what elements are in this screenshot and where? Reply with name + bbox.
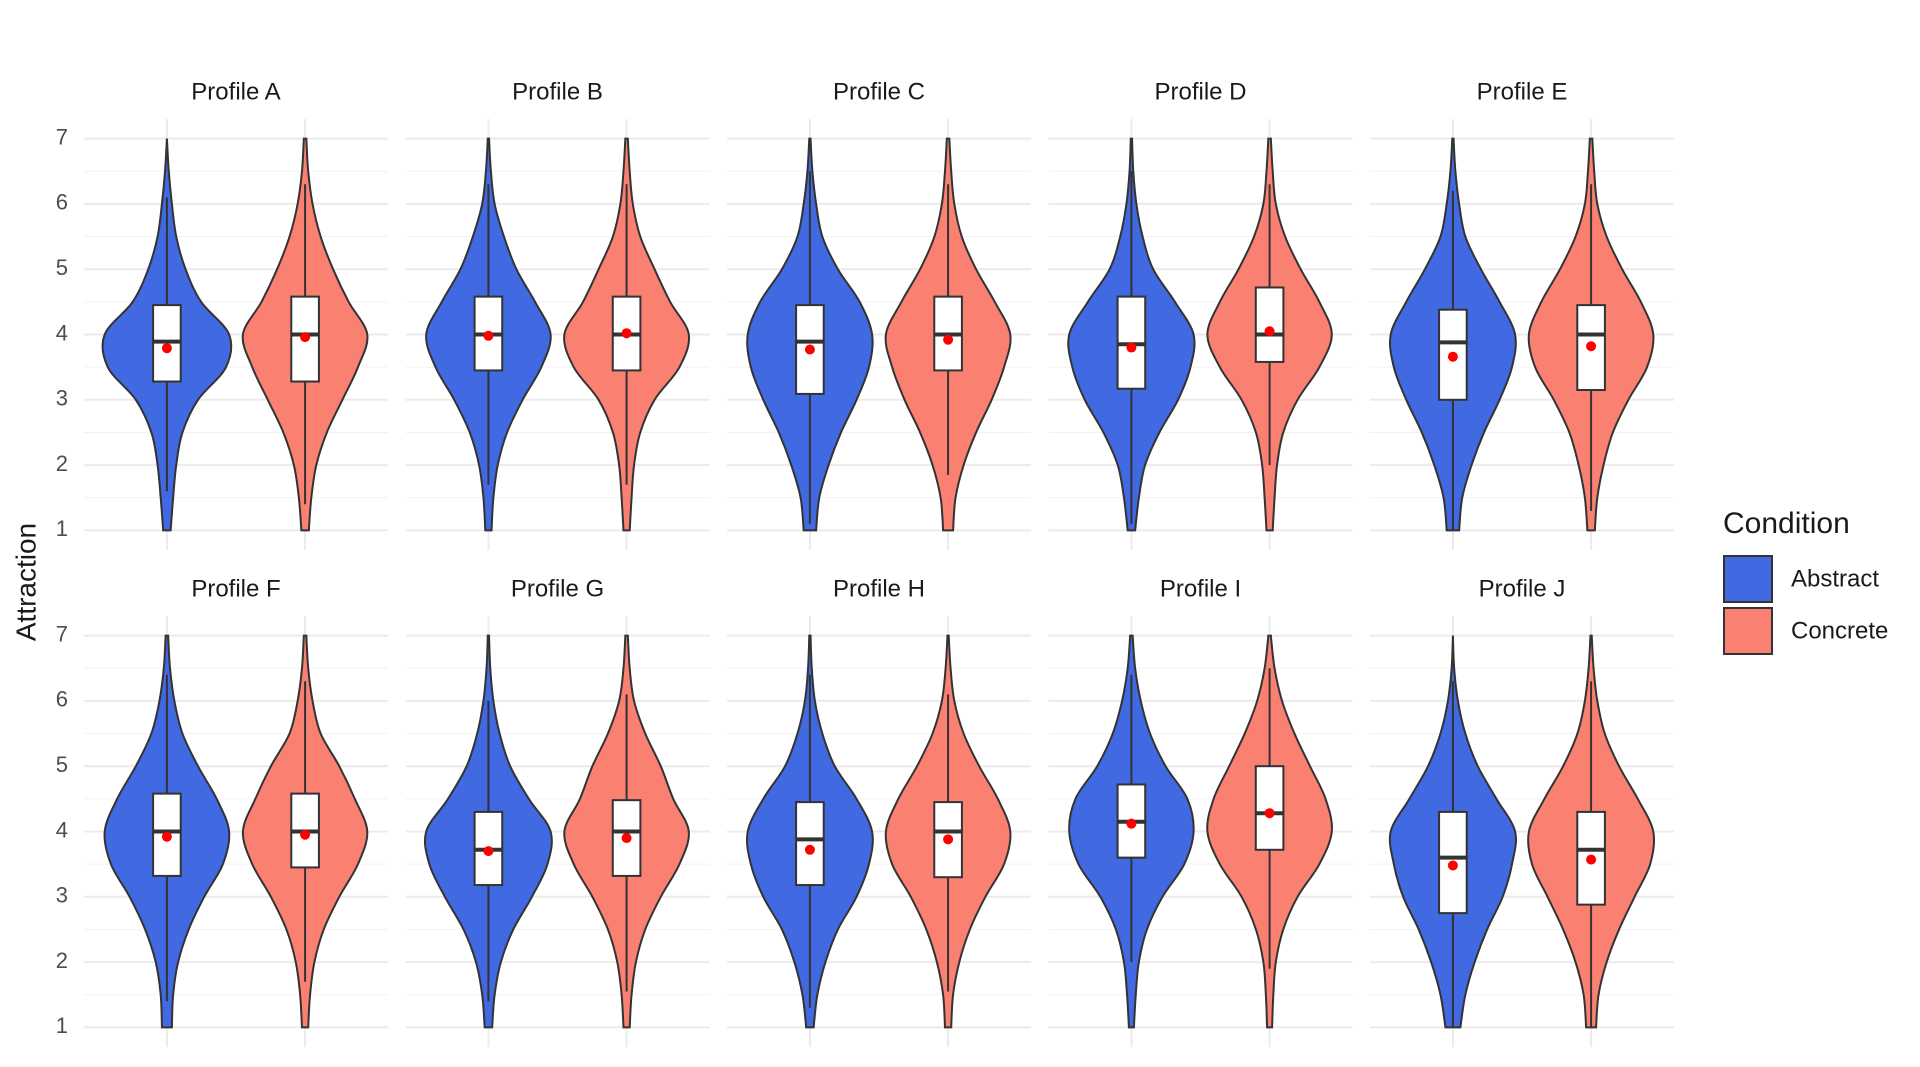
box — [1254, 765, 1285, 851]
y-tick-label: 6 — [56, 190, 68, 215]
facet-title: Profile B — [512, 78, 603, 105]
mean-point — [161, 343, 172, 354]
mean-point — [943, 834, 954, 845]
mean-point — [1447, 351, 1458, 362]
y-tick-label: 4 — [56, 817, 68, 842]
mean-point — [1126, 342, 1137, 353]
facet-title: Profile I — [1160, 575, 1241, 602]
mean-point — [161, 831, 172, 842]
y-tick-label: 7 — [56, 124, 68, 149]
y-tick-label: 6 — [56, 687, 68, 712]
box — [795, 801, 825, 887]
mean-point — [1447, 860, 1458, 871]
mean-point — [621, 833, 632, 844]
facet-title: Profile F — [191, 575, 280, 602]
box — [1254, 286, 1285, 363]
y-tick-label: 7 — [56, 621, 68, 646]
box — [152, 792, 182, 877]
facet-title: Profile D — [1154, 78, 1246, 105]
mean-point — [1264, 808, 1275, 819]
mean-point — [621, 328, 632, 339]
y-axis-title: Attraction — [10, 523, 41, 641]
mean-point — [483, 846, 494, 857]
facet-title: Profile G — [511, 575, 604, 602]
facet-title: Profile A — [191, 78, 280, 105]
facet-title: Profile H — [833, 575, 925, 602]
mean-point — [1586, 854, 1597, 865]
mean-point — [943, 334, 954, 345]
mean-point — [1264, 326, 1275, 337]
mean-point — [483, 330, 494, 341]
y-tick-label: 2 — [56, 451, 68, 476]
y-tick-label: 5 — [56, 255, 68, 280]
legend-title: Condition — [1723, 507, 1850, 540]
facet-title: Profile C — [833, 78, 925, 105]
mean-point — [300, 829, 311, 840]
legend-label: Abstract — [1791, 565, 1879, 592]
y-tick-label: 4 — [56, 320, 68, 345]
y-tick-label: 5 — [56, 752, 68, 777]
facet-title: Profile E — [1477, 78, 1568, 105]
mean-point — [804, 844, 815, 855]
box — [1438, 308, 1468, 401]
facet-title: Profile J — [1479, 575, 1566, 602]
y-tick-label: 3 — [56, 883, 68, 908]
mean-point — [804, 344, 815, 355]
legend-key — [1723, 555, 1773, 603]
legend-key — [1723, 607, 1773, 655]
y-tick-label: 2 — [56, 948, 68, 973]
legend-label: Concrete — [1791, 617, 1888, 644]
y-tick-label: 1 — [56, 516, 68, 541]
y-tick-label: 1 — [56, 1013, 68, 1038]
mean-point — [300, 332, 311, 343]
y-tick-label: 3 — [56, 386, 68, 411]
mean-point — [1126, 818, 1137, 829]
mean-point — [1586, 341, 1597, 352]
